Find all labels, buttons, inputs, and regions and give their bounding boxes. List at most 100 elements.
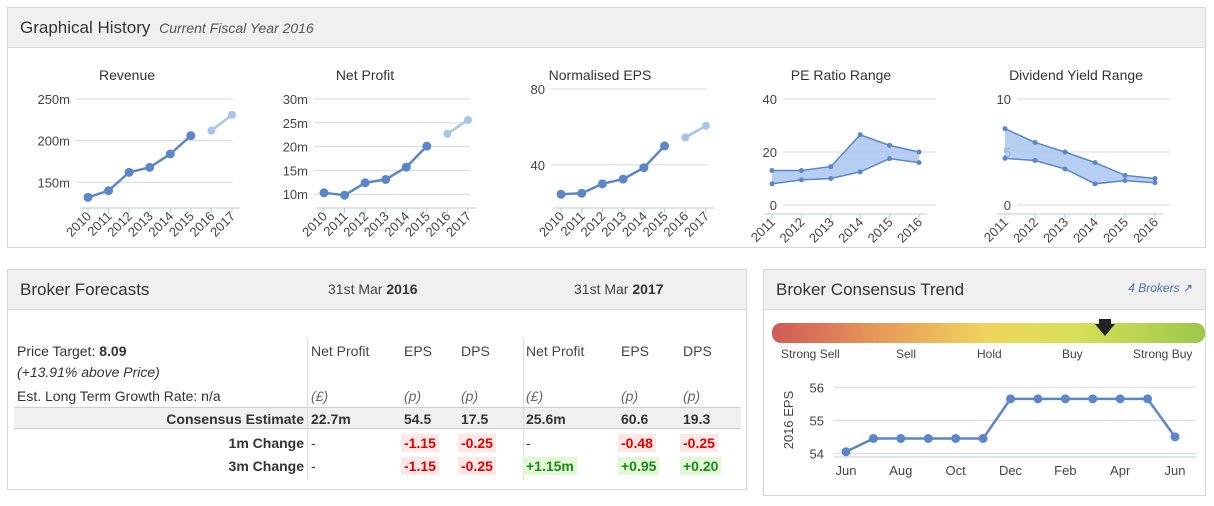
broker-forecasts-header: Broker Forecasts 31st Mar 2016 31st Mar …: [8, 270, 746, 310]
x-tick-label: Jun: [836, 463, 857, 478]
eps-point: [896, 433, 906, 443]
mini-chart-3: Normalised EPS40802010201120122013201420…: [531, 67, 714, 240]
low-point: [798, 177, 804, 183]
eps-point: [1088, 394, 1098, 404]
y-tick-label: 56: [810, 380, 824, 395]
forecast-point: [681, 133, 690, 142]
y-tick-label: 54: [810, 446, 824, 461]
eps-point: [1060, 394, 1070, 404]
x-tick-label: Jun: [1165, 463, 1186, 478]
high-line: [1004, 127, 1156, 180]
history-charts: Revenue150m200m250m201020112012201320142…: [37, 67, 1170, 246]
y-tick-label: 10m: [283, 187, 308, 202]
x-tick-label: 2012: [1010, 215, 1041, 246]
low-point: [828, 176, 834, 181]
consensus-scale-bar: [772, 323, 1205, 343]
scale-label: Sell: [896, 347, 917, 361]
y-tick-label: 0: [1004, 198, 1011, 213]
low-point: [1092, 181, 1098, 187]
data-point: [381, 174, 391, 184]
eps-point: [978, 433, 988, 443]
low-point: [769, 181, 775, 187]
mini-chart-1: Revenue150m200m250m201020112012201320142…: [37, 67, 240, 240]
x-tick-label: Dec: [999, 463, 1023, 478]
data-point: [104, 186, 114, 196]
x-tick-label: 2013: [1040, 215, 1071, 246]
scale-label: Buy: [1062, 347, 1083, 361]
data-point: [597, 179, 607, 189]
forecast-line: [210, 113, 233, 132]
low-point: [916, 160, 922, 166]
low-point: [887, 156, 893, 162]
x-tick-label: 2017: [681, 209, 712, 240]
high-point: [828, 164, 834, 170]
price-target-note: (+13.91% above Price): [17, 364, 160, 380]
date-prefix: 31st Mar: [328, 281, 383, 297]
graphical-history-panel: Graphical History Current Fiscal Year 20…: [7, 7, 1206, 248]
x-tick-label: 2012: [776, 215, 807, 246]
x-tick-label: 2015: [865, 215, 896, 246]
data-point: [124, 167, 134, 177]
forecast-date-2016: 31st Mar 2016: [328, 281, 418, 297]
low-point: [1062, 166, 1068, 172]
chart-title: PE Ratio Range: [791, 67, 892, 83]
high-point: [916, 149, 922, 155]
mini-chart-5: Dividend Yield Range05102011201220132014…: [981, 67, 1170, 246]
broker-consensus-title: Broker Consensus Trend: [776, 280, 965, 299]
high-point: [1122, 172, 1128, 178]
high-point: [887, 142, 893, 148]
col-unit: (p): [461, 388, 479, 404]
growth-rate: Est. Long Term Growth Rate: n/a: [17, 388, 221, 404]
x-tick-label: 2016: [1130, 215, 1161, 246]
x-tick-label: 2014: [1070, 215, 1101, 246]
row-label: 1m Change: [228, 435, 304, 451]
graphical-history-title: Graphical History: [20, 18, 151, 37]
high-line: [772, 133, 920, 172]
high-point: [798, 168, 804, 174]
graphical-history-subtitle: Current Fiscal Year 2016: [159, 20, 314, 36]
data-point: [319, 188, 329, 198]
forecast-point: [207, 126, 216, 135]
scale-label: Strong Buy: [1133, 347, 1193, 361]
data-point: [145, 162, 155, 172]
eps-point: [841, 447, 851, 457]
series-line: [87, 134, 192, 199]
col-header: DPS: [683, 343, 712, 359]
panel-title: Graphical History Current Fiscal Year 20…: [20, 18, 314, 38]
brokers-link[interactable]: 4 Brokers ↗: [1128, 281, 1193, 295]
col-header: DPS: [461, 343, 490, 359]
brokers-link-text[interactable]: 4 Brokers: [1128, 281, 1180, 295]
col-header: Net Profit: [311, 343, 370, 359]
external-link-icon[interactable]: ↗: [1182, 281, 1193, 295]
range-area: [772, 134, 919, 184]
data-point: [422, 141, 432, 151]
low-point: [857, 169, 863, 175]
data-point: [186, 131, 196, 141]
col-unit: (£): [526, 388, 544, 404]
divider: [523, 338, 524, 480]
chart-title: Normalised EPS: [549, 67, 652, 83]
cell-value: 17.5: [461, 411, 489, 427]
cell-value: 60.6: [621, 411, 649, 427]
mini-chart-2: Net Profit10m15m20m25m30m201020112012201…: [283, 67, 476, 240]
eps-point: [1143, 394, 1153, 404]
x-tick-label: Aug: [889, 463, 912, 478]
forecast-point: [228, 110, 236, 119]
col-header: Net Profit: [526, 343, 585, 359]
broker-forecasts-panel: Broker Forecasts 31st Mar 2016 31st Mar …: [7, 269, 747, 490]
cell-value: +0.20: [680, 457, 722, 475]
cell-value: 22.7m: [311, 411, 351, 427]
y-tick-label: 150m: [37, 175, 70, 190]
eps-point: [1170, 432, 1180, 442]
data-point: [83, 192, 93, 202]
forecast-point: [443, 129, 452, 138]
chart-title: Net Profit: [336, 67, 394, 83]
row-label: Consensus Estimate: [166, 411, 304, 427]
forecast-line: [446, 118, 469, 135]
low-point: [1152, 180, 1158, 186]
forecast-point: [702, 121, 710, 130]
broker-consensus-header: Broker Consensus Trend 4 Brokers ↗: [764, 270, 1205, 310]
y-tick-label: 20m: [283, 140, 308, 155]
y-tick-label: 25m: [283, 116, 308, 131]
forecast-date-2017: 31st Mar 2017: [574, 281, 664, 297]
